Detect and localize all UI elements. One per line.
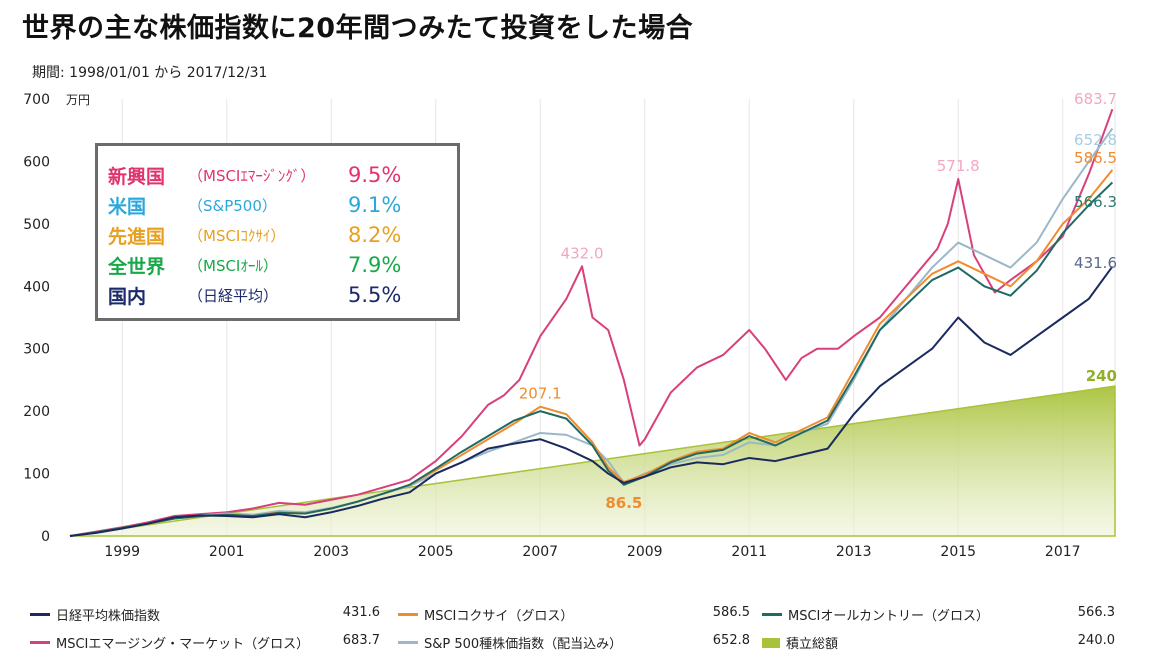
annotation-label: 432.0 <box>561 244 604 262</box>
summary-pct: 5.5% <box>348 283 402 307</box>
annotation-label: 586.5 <box>1074 149 1117 167</box>
y-tick-label: 600 <box>23 154 50 170</box>
summary-name: 先進国 <box>108 225 166 248</box>
x-tick-label: 2017 <box>1045 544 1081 560</box>
return-summary-box: 新興国 （MSCIｴﾏｰｼﾞﾝｸﾞ） 9.5% 米国 （S&P500） 9.1% 先進国 （M… <box>95 143 460 321</box>
legend-label: 積立総額 <box>786 637 839 652</box>
x-tick-label: 2007 <box>522 544 558 560</box>
legend-item: MSCIエマージング・マーケット（グロス） <box>30 633 309 652</box>
summary-name: 全世界 <box>108 255 166 278</box>
legend-value: 652.8 <box>712 633 750 648</box>
x-tick-label: 1999 <box>104 544 140 560</box>
summary-name: 国内 <box>108 285 147 308</box>
summary-row: 全世界 （MSCIｵｰﾙ） 7.9% <box>108 250 448 280</box>
legend-value: 683.7 <box>342 633 380 648</box>
summary-row: 先進国 （MSCIｺｸｻｲ） 8.2% <box>108 220 448 250</box>
summary-sub: （日経平均） <box>188 286 279 305</box>
annotation-label: 571.8 <box>937 157 980 175</box>
summary-row: 米国 （S&P500） 9.1% <box>108 190 448 220</box>
legend-value: 586.5 <box>712 605 750 620</box>
summary-row: 新興国 （MSCIｴﾏｰｼﾞﾝｸﾞ） 9.5% <box>108 160 448 190</box>
y-tick-label: 200 <box>23 404 50 420</box>
series-line-5 <box>69 265 1114 537</box>
summary-pct: 8.2% <box>348 223 402 247</box>
annotation-label: 431.6 <box>1074 254 1117 272</box>
x-tick-label: 2005 <box>418 544 454 560</box>
x-tick-label: 2013 <box>836 544 872 560</box>
legend-label: S&P 500種株価指数（配当込み） <box>424 637 623 652</box>
x-tick-label: 2015 <box>940 544 976 560</box>
legend-swatch <box>762 613 782 616</box>
summary-name: 新興国 <box>108 165 166 188</box>
legend-value: 431.6 <box>342 605 380 620</box>
x-tick-label: 2001 <box>209 544 245 560</box>
summary-pct: 9.1% <box>348 193 402 217</box>
annotation-label: 86.5 <box>605 494 642 512</box>
y-tick-label: 500 <box>23 217 50 233</box>
legend-label: MSCIコクサイ（グロス） <box>424 609 574 624</box>
series-line-4 <box>69 181 1114 537</box>
annotation-label: 652.8 <box>1074 131 1117 149</box>
summary-sub: （MSCIｴﾏｰｼﾞﾝｸﾞ） <box>188 166 316 185</box>
summary-sub: （MSCIｵｰﾙ） <box>188 256 278 275</box>
legend-value: 566.3 <box>1077 605 1115 620</box>
period-label: 期間: 1998/01/01 から 2017/12/31 <box>32 65 268 81</box>
legend-label: 日経平均株価指数 <box>56 609 161 624</box>
y-tick-label: 400 <box>23 279 50 295</box>
legend-item: MSCIオールカントリー（グロス） <box>762 605 989 624</box>
annotation-label: 683.7 <box>1074 90 1117 108</box>
legend-label: MSCIエマージング・マーケット（グロス） <box>56 637 310 652</box>
summary-sub: （S&P500） <box>188 196 277 215</box>
summary-row: 国内 （日経平均） 5.5% <box>108 280 448 310</box>
annotation-label: 240 <box>1086 367 1117 385</box>
y-tick-label: 300 <box>23 342 50 358</box>
legend-swatch <box>762 637 780 648</box>
annotation-label: 207.1 <box>519 385 562 403</box>
y-unit-label: 万円 <box>66 93 90 107</box>
legend-item: S&P 500種株価指数（配当込み） <box>398 633 622 652</box>
summary-pct: 7.9% <box>348 253 402 277</box>
series-line-1 <box>69 108 1114 537</box>
legend-item: 積立総額 <box>762 633 838 652</box>
legend-swatch <box>398 641 418 644</box>
legend-item: MSCIコクサイ（グロス） <box>398 605 573 624</box>
y-tick-label: 0 <box>41 529 50 545</box>
y-tick-label: 100 <box>23 467 50 483</box>
x-tick-label: 2003 <box>313 544 349 560</box>
summary-name: 米国 <box>108 195 147 218</box>
y-tick-label: 700 <box>23 92 50 108</box>
summary-sub: （MSCIｺｸｻｲ） <box>188 226 286 245</box>
legend-swatch <box>30 613 50 616</box>
legend-label: MSCIオールカントリー（グロス） <box>788 609 989 624</box>
x-tick-label: 2011 <box>731 544 767 560</box>
x-tick-label: 2009 <box>627 544 663 560</box>
legend-value: 240.0 <box>1077 633 1115 648</box>
chart-title: 世界の主な株価指数に20年間つみたて投資をした場合 <box>22 13 694 44</box>
legend-swatch <box>398 613 418 616</box>
summary-pct: 9.5% <box>348 163 402 187</box>
legend-item: 日経平均株価指数 <box>30 605 160 624</box>
annotation-label: 566.3 <box>1074 193 1117 211</box>
legend-swatch <box>30 641 50 644</box>
